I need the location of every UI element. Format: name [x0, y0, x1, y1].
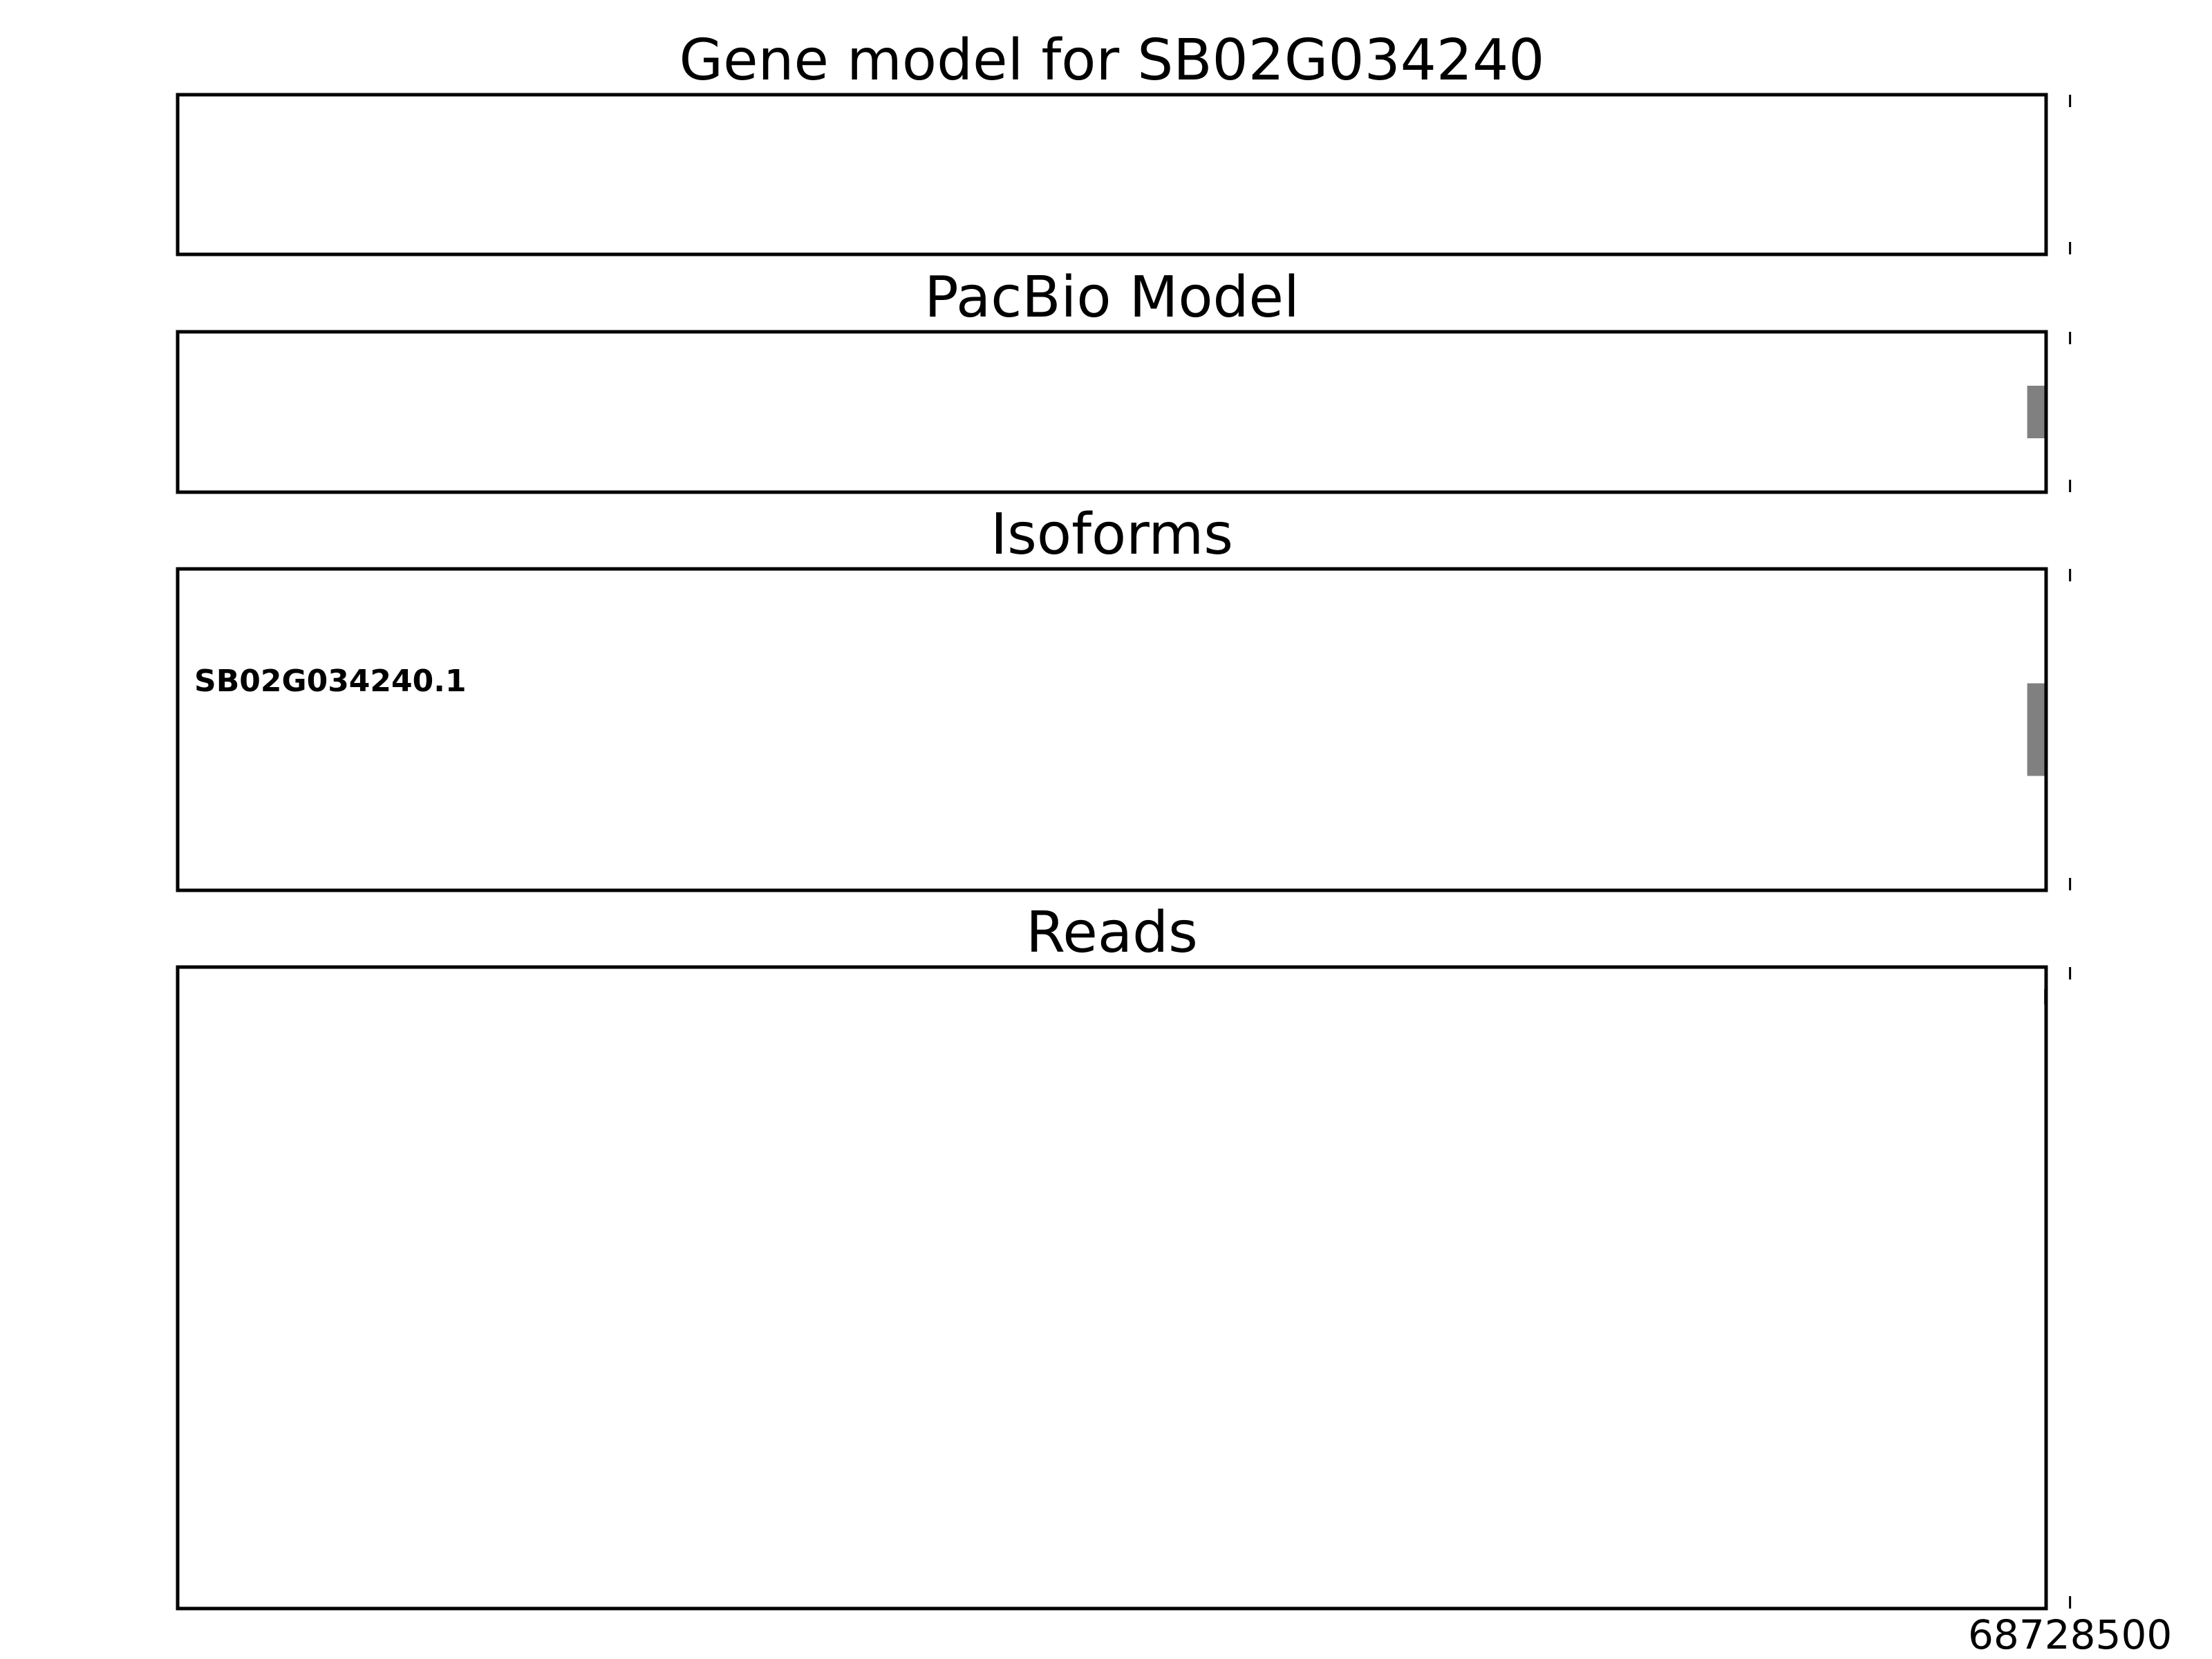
- panels-layer: Gene model for SB02G034240 PacBio Model Is…: [176, 28, 2212, 1611]
- read-block: [2068, 1018, 2141, 1033]
- read-block: [2096, 1105, 2141, 1121]
- tick-label: 68728500: [1968, 1611, 2172, 1658]
- panel-frame: [176, 93, 2048, 256]
- read-block: [2092, 1076, 2141, 1091]
- panel-frame: [176, 567, 2048, 892]
- panel-plot-area: [2027, 332, 2134, 492]
- read-block: [2123, 1367, 2141, 1382]
- read-block: [2114, 1425, 2141, 1440]
- panel-3: Isoforms SB02G034240.1: [176, 502, 2134, 892]
- exon-block: [2063, 149, 2141, 200]
- read-block: [2113, 1221, 2141, 1237]
- read-block: [2118, 1338, 2141, 1353]
- panel-plot-area: [2027, 569, 2134, 890]
- panel-title: Reads: [1026, 900, 1198, 966]
- read-block: [2113, 1250, 2141, 1266]
- panel-title: PacBio Model: [924, 265, 1300, 330]
- panel-4: Reads: [176, 900, 2141, 1611]
- read-block: [2112, 1192, 2141, 1208]
- panel-frame: [176, 965, 2048, 1611]
- panel-2: PacBio Model: [176, 265, 2134, 494]
- read-block: [2111, 1163, 2141, 1179]
- highlight-region: [2063, 967, 2134, 1609]
- read-block: [2068, 1047, 2141, 1062]
- highlight-region: [2063, 569, 2134, 890]
- read-block: [2120, 1454, 2141, 1469]
- exon-block: [2027, 386, 2046, 438]
- highlight-region: [2063, 95, 2134, 254]
- read-block: [2133, 1396, 2141, 1411]
- exon-block: [2027, 683, 2046, 776]
- panel-title: Isoforms: [991, 502, 1233, 568]
- read-block: [2131, 1483, 2141, 1498]
- highlight-region: [2063, 332, 2134, 492]
- isoform-label: SB02G034240.1: [194, 664, 467, 699]
- x-axis: 6872850068728000687275006872700068726500…: [1968, 1611, 2172, 1658]
- read-block: [2101, 1134, 2141, 1150]
- read-block: [2113, 1309, 2141, 1324]
- panel-frame: [176, 330, 2048, 494]
- read-block: [2113, 1280, 2141, 1295]
- panel-plot-area: [2044, 967, 2141, 1609]
- read-block: [2044, 989, 2046, 1004]
- panel-plot-area: [2063, 95, 2212, 254]
- panel-title: Gene model for SB02G034240: [679, 28, 1545, 93]
- panel-1: Gene model for SB02G034240: [176, 28, 2212, 256]
